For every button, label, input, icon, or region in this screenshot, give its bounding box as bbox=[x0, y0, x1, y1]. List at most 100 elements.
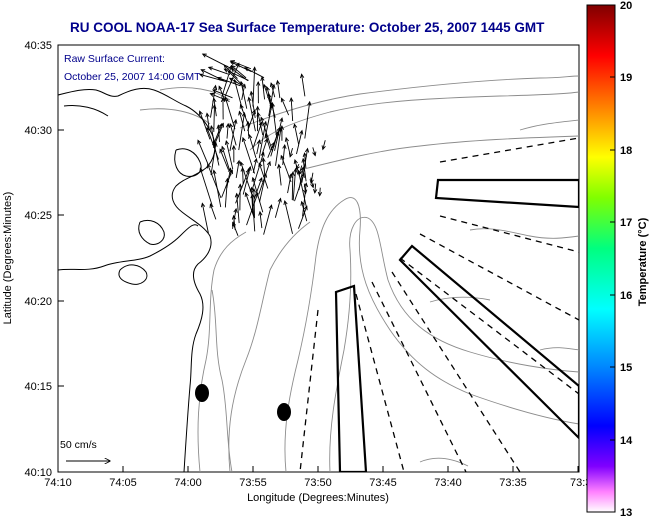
current-vector-head bbox=[212, 97, 217, 103]
current-vector-head bbox=[268, 204, 273, 210]
current-vector bbox=[264, 102, 273, 138]
current-vector bbox=[201, 203, 209, 234]
current-vector bbox=[230, 61, 252, 73]
current-vector bbox=[235, 160, 240, 179]
y-tick-label: 40:15 bbox=[24, 381, 52, 393]
current-vector bbox=[278, 164, 282, 186]
current-vector-head bbox=[200, 69, 206, 74]
current-vector bbox=[256, 140, 261, 155]
current-vector-head bbox=[303, 189, 308, 195]
current-vector-head bbox=[265, 86, 270, 92]
current-vector-head bbox=[300, 200, 305, 206]
x-tick-label: 73:35 bbox=[499, 477, 527, 489]
current-vector bbox=[275, 128, 282, 166]
current-vector bbox=[197, 140, 209, 165]
current-vector-head bbox=[269, 101, 274, 107]
current-vector-head bbox=[238, 110, 243, 116]
current-vector bbox=[232, 208, 237, 229]
current-vector-head bbox=[245, 120, 251, 126]
current-vector-head bbox=[298, 170, 303, 176]
current-vector-head bbox=[225, 177, 230, 183]
current-vector bbox=[289, 147, 293, 157]
current-vector bbox=[303, 183, 307, 194]
current-vector-head bbox=[251, 176, 256, 182]
current-vector bbox=[322, 140, 326, 150]
current-vector bbox=[224, 178, 228, 208]
current-vector-head bbox=[254, 192, 259, 198]
current-annotation-line2: October 25, 2007 14:00 GMT bbox=[64, 71, 201, 83]
colorbar-label: Temperature (°C) bbox=[637, 217, 649, 306]
current-vector-head bbox=[263, 120, 268, 126]
current-vector-head bbox=[256, 111, 261, 117]
current-vector bbox=[248, 97, 256, 132]
current-vector-head bbox=[258, 210, 263, 216]
current-vector bbox=[242, 137, 255, 174]
colorbar-ticks bbox=[610, 4, 615, 513]
current-vector-head bbox=[280, 97, 285, 103]
current-vector-head bbox=[223, 64, 229, 70]
current-vector bbox=[224, 63, 240, 97]
colorbar-tick-label: 17 bbox=[620, 217, 632, 229]
current-vector-head bbox=[252, 66, 257, 72]
current-vector-head bbox=[240, 166, 245, 172]
x-tick-label: 73:40 bbox=[434, 477, 462, 489]
y-tick-label: 40:35 bbox=[24, 40, 52, 52]
current-annotation-line1: Raw Surface Current: bbox=[64, 53, 165, 65]
current-vector-head bbox=[266, 160, 271, 166]
y-tick-label: 40:10 bbox=[24, 467, 52, 479]
current-vector bbox=[207, 164, 222, 199]
current-vector-head bbox=[212, 169, 217, 175]
current-vector-head bbox=[209, 125, 214, 131]
current-vector-head bbox=[280, 154, 285, 160]
dashed-boundaries bbox=[299, 137, 579, 472]
x-tick-label: 74:00 bbox=[174, 477, 202, 489]
current-vector bbox=[227, 70, 242, 85]
current-vector bbox=[242, 167, 244, 185]
current-vector bbox=[298, 165, 303, 175]
current-vector-head bbox=[253, 157, 258, 163]
current-vector-head bbox=[228, 122, 234, 128]
current-vector-head bbox=[239, 80, 244, 86]
current-vector-head bbox=[282, 143, 287, 149]
current-vector-head bbox=[307, 100, 312, 106]
coastline bbox=[58, 87, 216, 472]
current-vector bbox=[229, 123, 237, 146]
current-vector-head bbox=[277, 197, 282, 203]
current-vector-head bbox=[218, 122, 223, 128]
current-vector-head bbox=[229, 61, 235, 66]
current-vector-head bbox=[310, 183, 315, 189]
current-vector bbox=[248, 134, 257, 158]
current-vector-head bbox=[258, 162, 263, 168]
current-vector-head bbox=[283, 199, 288, 205]
current-vector bbox=[213, 105, 215, 132]
current-vector-head bbox=[199, 167, 204, 173]
current-vector bbox=[298, 206, 308, 229]
current-vector bbox=[238, 111, 246, 132]
current-vector bbox=[271, 102, 278, 138]
current-vector bbox=[302, 158, 307, 182]
current-vector-head bbox=[247, 165, 252, 171]
current-vector-head bbox=[213, 141, 218, 147]
current-vector-head bbox=[207, 66, 213, 71]
current-vector bbox=[257, 112, 264, 136]
colorbar-tick-label: 13 bbox=[620, 507, 632, 518]
surface-current-vectors bbox=[197, 53, 326, 236]
current-vector bbox=[251, 194, 256, 232]
current-vector bbox=[310, 177, 314, 188]
current-vector bbox=[263, 205, 272, 235]
current-vector-head bbox=[301, 157, 306, 163]
current-vector-head bbox=[293, 167, 298, 173]
current-vector bbox=[261, 138, 268, 156]
current-vector bbox=[234, 79, 244, 111]
current-vector-head bbox=[312, 188, 318, 194]
current-vector-head bbox=[250, 193, 255, 199]
current-vector bbox=[301, 74, 306, 97]
current-vector bbox=[252, 122, 263, 149]
x-tick-label: 74:10 bbox=[44, 477, 72, 489]
current-vector bbox=[245, 192, 255, 218]
current-vector bbox=[262, 158, 266, 176]
current-vector bbox=[270, 82, 276, 98]
x-axis bbox=[57, 466, 579, 472]
current-vector bbox=[292, 168, 297, 201]
current-vector bbox=[294, 124, 300, 145]
